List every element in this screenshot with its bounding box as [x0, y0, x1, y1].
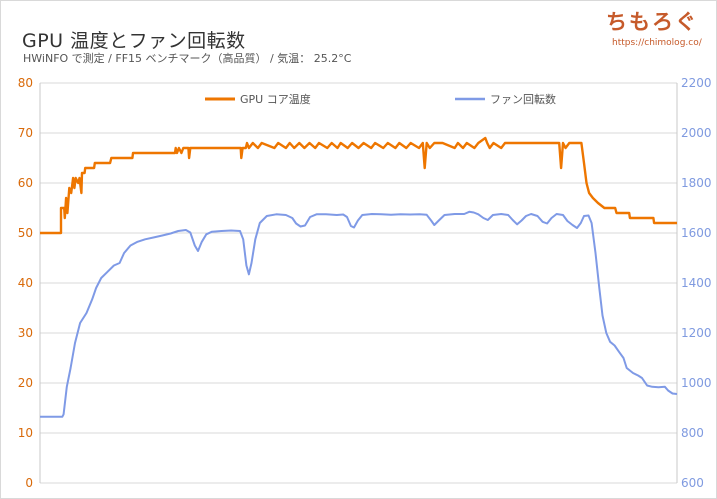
y-right-tick-label: 2200 [681, 76, 712, 90]
fan-series-line [40, 210, 678, 418]
y-right-tick-label: 1400 [681, 276, 712, 290]
y-left-tick-label: 10 [18, 426, 33, 440]
y-left-tick-label: 0 [25, 476, 33, 490]
y-right-tick-label: 600 [681, 476, 704, 490]
legend-label: ファン回転数 [490, 93, 556, 106]
y-left-tick-label: 70 [18, 126, 33, 140]
y-right-tick-label: 2000 [681, 126, 712, 140]
legend-label: GPU コア温度 [240, 92, 311, 106]
y-left-tick-label: 60 [18, 176, 33, 190]
y-right-tick-label: 800 [681, 426, 704, 440]
y-right-tick-label: 1000 [681, 376, 712, 390]
y-right-tick-label: 1600 [681, 226, 712, 240]
temp-series-line [40, 136, 677, 235]
chart-subtitle: HWiNFO で測定 / FF15 ベンチマーク（高品質） / 気温： 25.2… [23, 52, 352, 65]
chart-title: GPU 温度とファン回転数 [22, 30, 246, 52]
y-right-tick-label: 1800 [681, 176, 712, 190]
y-left-tick-label: 20 [18, 376, 33, 390]
y-left-tick-label: 30 [18, 326, 33, 340]
brand-url: https://chimolog.co/ [612, 38, 702, 48]
y-left-tick-label: 40 [18, 276, 33, 290]
y-left-tick-label: 80 [18, 76, 33, 90]
y-right-tick-label: 1200 [681, 326, 712, 340]
y-left-tick-label: 50 [18, 226, 33, 240]
brand-logo: ちもろぐ [606, 10, 698, 34]
